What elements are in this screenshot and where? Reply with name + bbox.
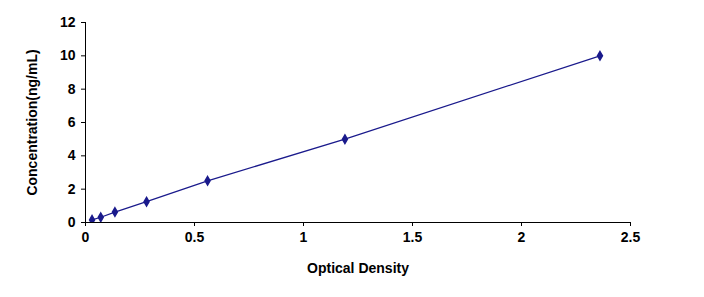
svg-text:0: 0: [82, 229, 90, 245]
svg-text:2: 2: [518, 229, 526, 245]
svg-text:10: 10: [60, 47, 76, 63]
svg-text:4: 4: [68, 147, 76, 163]
svg-text:8: 8: [68, 81, 76, 97]
svg-text:12: 12: [60, 14, 76, 30]
svg-text:0.5: 0.5: [185, 229, 205, 245]
svg-text:2: 2: [68, 181, 76, 197]
svg-text:1.5: 1.5: [403, 229, 423, 245]
svg-text:2.5: 2.5: [621, 229, 641, 245]
svg-text:0: 0: [68, 214, 76, 230]
svg-text:1: 1: [300, 229, 308, 245]
svg-text:6: 6: [68, 114, 76, 130]
svg-text:Concentration(ng/mL): Concentration(ng/mL): [24, 49, 40, 195]
svg-text:Optical Density: Optical Density: [307, 260, 409, 276]
